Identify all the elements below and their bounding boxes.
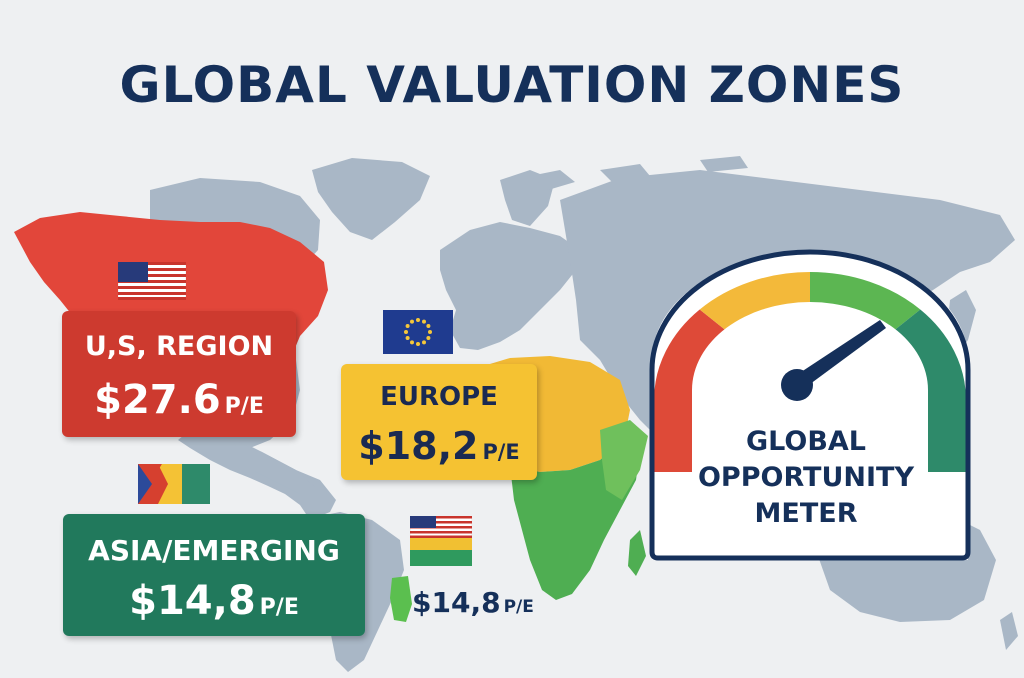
us-region-pe: $27.6 <box>94 377 221 423</box>
europe-unit: P/E <box>482 440 520 464</box>
europe-pe: $18,2 <box>358 424 479 468</box>
map-greenland <box>312 158 430 240</box>
map-sa-patch <box>390 576 412 622</box>
map-arctic-islands <box>530 156 748 190</box>
europe-value: $18,2 P/E <box>341 424 537 468</box>
secondary-unit: P/E <box>503 597 534 617</box>
secondary-pe: $14,8 <box>412 586 501 619</box>
asia-emerging-pe: $14,8 <box>129 578 256 624</box>
europe-name: EUROPE <box>380 382 498 412</box>
meter-inner-panel <box>692 302 928 550</box>
us-region-unit: P/E <box>224 394 264 419</box>
gauge-needle-icon <box>781 320 886 401</box>
us-region-name: U,S, REGION <box>84 331 274 362</box>
page-title: GLOBAL VALUATION ZONES <box>119 56 905 114</box>
map-new-zealand <box>1000 612 1018 650</box>
asia-emerging-unit: P/E <box>259 595 299 620</box>
europe-card: EUROPE $18,2 P/E <box>341 364 537 480</box>
map-europe <box>440 222 580 350</box>
meter-segment-3 <box>810 272 921 333</box>
meter-outline <box>649 249 971 561</box>
meter-label-line-3: METER <box>754 498 858 529</box>
asia-emerging-card: ASIA/EMERGING $14,8 P/E <box>63 514 365 636</box>
flag-icon <box>410 516 472 566</box>
us-region-card: U,S, REGION $27.6 P/E <box>62 311 296 437</box>
asia-emerging-name: ASIA/EMERGING <box>88 534 340 567</box>
map-central-america <box>232 440 316 494</box>
eu-flag-icon <box>383 310 453 354</box>
us-flag-icon <box>118 262 186 300</box>
asia-emerging-value: $14,8 P/E <box>63 578 365 624</box>
map-madagascar <box>628 530 646 576</box>
meter-label: GLOBAL OPPORTUNITY METER <box>660 424 952 532</box>
meter-label-line-2: OPPORTUNITY <box>697 462 914 493</box>
asia-flag-icon <box>138 464 210 504</box>
meter-segment-2 <box>699 272 810 333</box>
meter-label-line-1: GLOBAL <box>745 426 867 457</box>
secondary-value-label: $14,8 P/E <box>412 586 534 619</box>
map-africa-east <box>600 420 648 500</box>
opportunity-meter <box>649 249 971 561</box>
us-region-value: $27.6 P/E <box>62 377 296 423</box>
